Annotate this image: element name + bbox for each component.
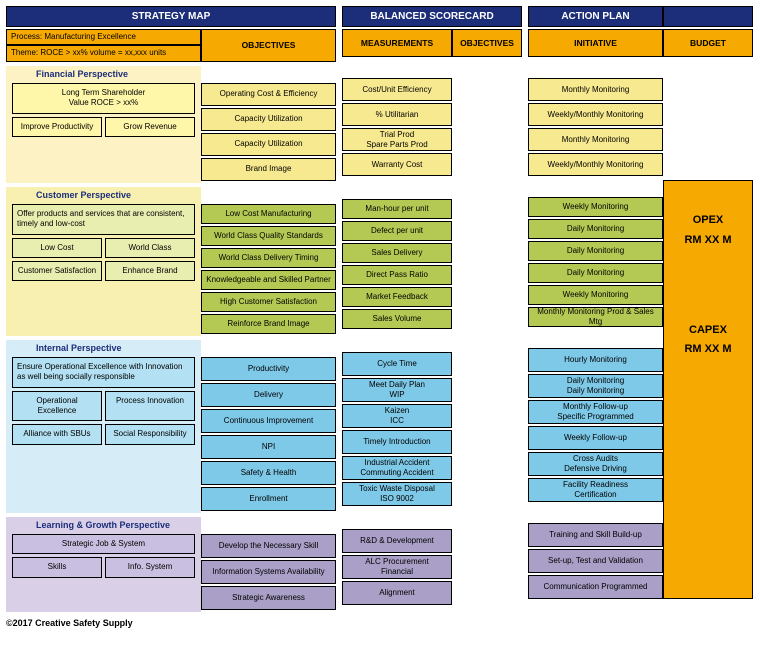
objective-box: World Class Quality Standards — [201, 226, 336, 246]
measurement-box: Alignment — [342, 581, 452, 605]
sub-box: Improve Productivity — [12, 117, 102, 137]
perspective-title: Learning & Growth Perspective — [12, 517, 195, 534]
sub-box: Operational Excellence — [12, 391, 102, 422]
strategy-column: STRATEGY MAP Process: Manufacturing Exce… — [6, 6, 336, 612]
objective-box: Delivery — [201, 383, 336, 407]
objective-box: High Customer Satisfaction — [201, 292, 336, 312]
initiative-box: Daily Monitoring — [528, 263, 663, 283]
sub-box: Customer Satisfaction — [12, 261, 102, 281]
objective-box: Develop the Necessary Skill — [201, 534, 336, 558]
initiative-box: Set-up, Test and Validation — [528, 549, 663, 573]
sub-box: Info. System — [105, 557, 195, 577]
initiative-box: Cross Audits Defensive Driving — [528, 452, 663, 476]
sub-box: Grow Revenue — [105, 117, 195, 137]
main-strategy-box: Strategic Job & System — [12, 534, 195, 554]
measurement-box: Kaizen ICC — [342, 404, 452, 428]
main-strategy-box: Ensure Operational Excellence with Innov… — [12, 357, 195, 388]
strategy-header: STRATEGY MAP — [6, 6, 336, 27]
copyright-footer: ©2017 Creative Safety Supply — [6, 618, 757, 628]
objective-box: Safety & Health — [201, 461, 336, 485]
scorecard-objectives-header: OBJECTIVES — [452, 29, 522, 57]
objective-box: Strategic Awareness — [201, 586, 336, 610]
measurement-box: Warranty Cost — [342, 153, 452, 176]
objective-box: Productivity — [201, 357, 336, 381]
capex-value: RM XX M — [664, 340, 752, 360]
perspective-title: Customer Perspective — [12, 187, 195, 204]
objective-box: Reinforce Brand Image — [201, 314, 336, 334]
measurement-box: % Utilitarian — [342, 103, 452, 126]
initiative-box: Weekly/Monthly Monitoring — [528, 153, 663, 176]
initiative-box: Weekly/Monthly Monitoring — [528, 103, 663, 126]
measurement-box: R&D & Development — [342, 529, 452, 553]
measurement-box: Market Feedback — [342, 287, 452, 307]
measurement-box: Sales Delivery — [342, 243, 452, 263]
objective-box: Operating Cost & Efficiency — [201, 83, 336, 106]
capex-label: CAPEX — [664, 321, 752, 341]
initiative-box: Weekly Monitoring — [528, 285, 663, 305]
measurement-box: Defect per unit — [342, 221, 452, 241]
initiative-box: Daily Monitoring Daily Monitoring — [528, 374, 663, 398]
measurement-box: Industrial Accident Commuting Accident — [342, 456, 452, 480]
initiative-box: Monthly Monitoring — [528, 78, 663, 101]
initiative-box: Communication Programmed — [528, 575, 663, 599]
measurement-box: Trial Prod Spare Parts Prod — [342, 128, 452, 151]
initiative-box: Training and Skill Build-up — [528, 523, 663, 547]
perspective-title: Internal Perspective — [12, 340, 195, 357]
initiative-box: Weekly Follow-up — [528, 426, 663, 450]
sub-box: Skills — [12, 557, 102, 577]
objectives-header: OBJECTIVES — [201, 29, 336, 62]
objective-box: Capacity Utilization — [201, 108, 336, 131]
sub-box: Social Responsibility — [105, 424, 195, 444]
perspective-title: Financial Perspective — [12, 66, 195, 83]
measurement-box: Cost/Unit Efficiency — [342, 78, 452, 101]
scorecard-header: BALANCED SCORECARD — [342, 6, 522, 27]
initiative-box: Monthly Monitoring Prod & Sales Mtg — [528, 307, 663, 327]
initiative-box: Monthly Monitoring — [528, 128, 663, 151]
main-strategy-box: Offer products and services that are con… — [12, 204, 195, 235]
objective-box: NPI — [201, 435, 336, 459]
measurement-box: Toxic Waste Disposal ISO 9002 — [342, 482, 452, 506]
objective-box: World Class Delivery Timing — [201, 248, 336, 268]
sub-box: Low Cost — [12, 238, 102, 258]
measurement-box: Timely Introduction — [342, 430, 452, 454]
action-column: ACTION PLAN INITIATIVE Monthly Monitorin… — [528, 6, 753, 612]
measurement-box: Direct Pass Ratio — [342, 265, 452, 285]
initiative-header: INITIATIVE — [528, 29, 663, 57]
theme-label: Theme: ROCE > xx% volume = xx,xxx units — [6, 45, 201, 61]
main-strategy-box: Long Term Shareholder Value ROCE > xx% — [12, 83, 195, 114]
initiative-box: Daily Monitoring — [528, 219, 663, 239]
objective-box: Low Cost Manufacturing — [201, 204, 336, 224]
initiative-box: Daily Monitoring — [528, 241, 663, 261]
objective-box: Continuous Improvement — [201, 409, 336, 433]
measurement-box: ALC Procurement Financial — [342, 555, 452, 579]
opex-label: OPEX — [664, 211, 752, 231]
budget-header: BUDGET — [663, 29, 753, 57]
objective-box: Brand Image — [201, 158, 336, 181]
objective-box: Information Systems Availability — [201, 560, 336, 584]
objective-box: Enrollment — [201, 487, 336, 511]
process-label: Process: Manufacturing Excellence — [6, 29, 201, 45]
sub-box: Enhance Brand — [105, 261, 195, 281]
sub-box: Alliance with SBUs — [12, 424, 102, 444]
measurement-box: Cycle Time — [342, 352, 452, 376]
action-header: ACTION PLAN — [528, 6, 663, 27]
budget-panel: OPEX RM XX M CAPEX RM XX M — [663, 180, 753, 599]
initiative-box: Hourly Monitoring — [528, 348, 663, 372]
initiative-box: Weekly Monitoring — [528, 197, 663, 217]
measurement-box: Meet Daily Plan WIP — [342, 378, 452, 402]
scorecard-column: BALANCED SCORECARD MEASUREMENTS OBJECTIV… — [342, 6, 522, 612]
sub-box: World Class — [105, 238, 195, 258]
opex-value: RM XX M — [664, 231, 752, 251]
objective-box: Knowledgeable and Skilled Partner — [201, 270, 336, 290]
initiative-box: Monthly Follow-up Specific Programmed — [528, 400, 663, 424]
initiative-box: Facility Readiness Certification — [528, 478, 663, 502]
objective-box: Capacity Utilization — [201, 133, 336, 156]
measurements-header: MEASUREMENTS — [342, 29, 452, 57]
measurement-box: Sales Volume — [342, 309, 452, 329]
measurement-box: Man-hour per unit — [342, 199, 452, 219]
sub-box: Process Innovation — [105, 391, 195, 422]
